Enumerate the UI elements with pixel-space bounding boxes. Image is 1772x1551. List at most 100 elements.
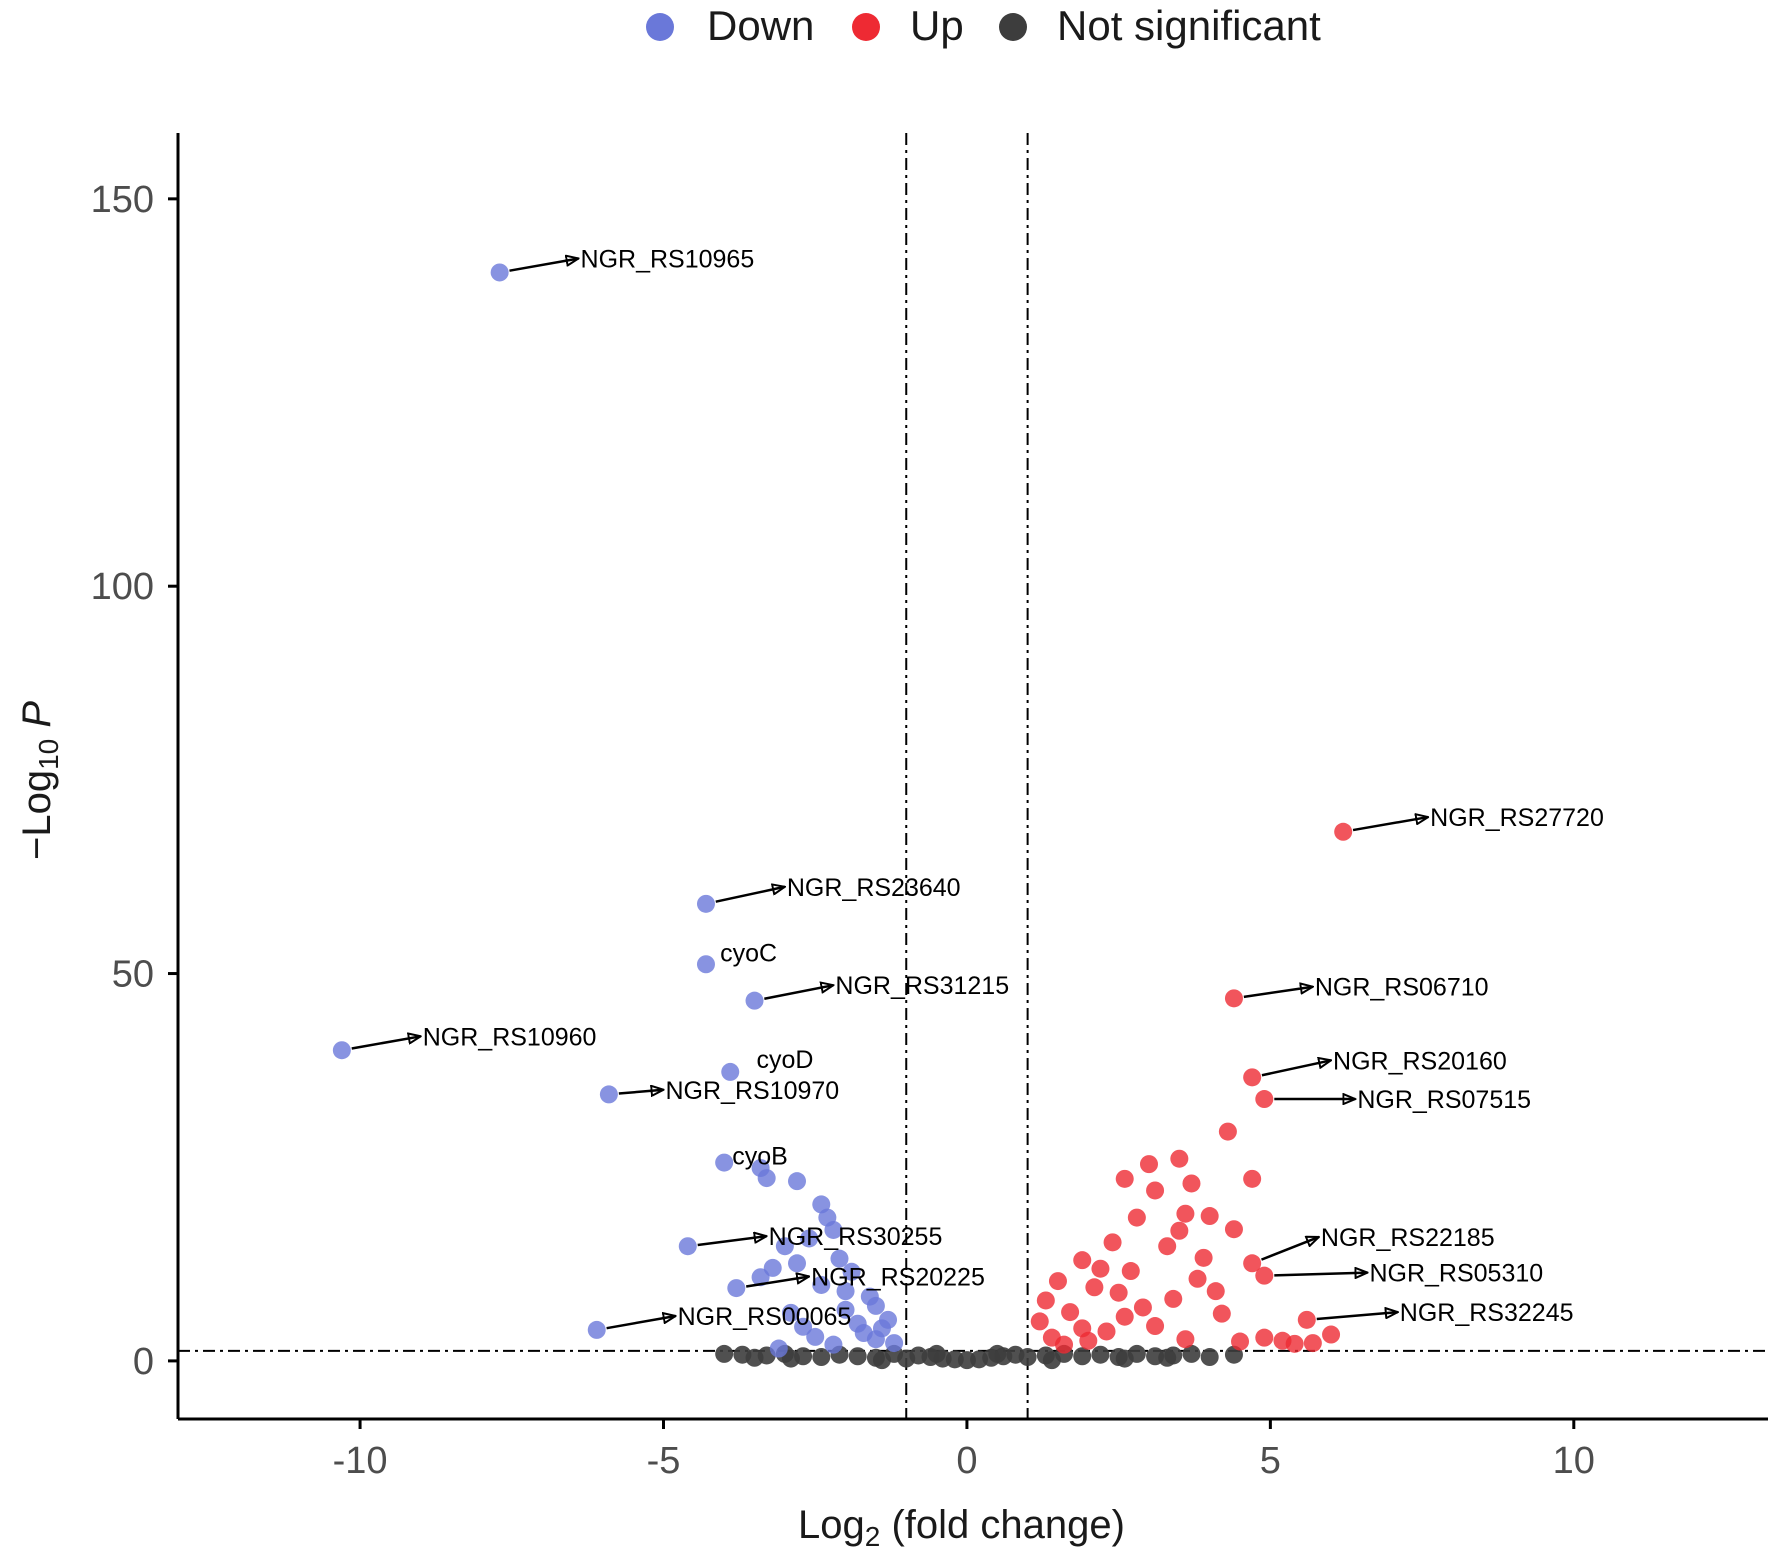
point-up [1085,1278,1104,1297]
point-down [745,991,764,1010]
point-down [806,1327,825,1346]
point-down [490,263,509,282]
point-up [1243,1254,1262,1273]
annotation-arrow [1243,987,1313,999]
point-not-significant [781,1349,800,1368]
point-up [1055,1335,1074,1354]
y-tick-label: 100 [91,566,154,608]
threshold-lines [178,133,1768,1419]
point-down [830,1249,849,1268]
point-down [721,1062,740,1081]
point-up [1182,1174,1201,1193]
point-down [775,1237,794,1256]
annotation-arrow [1261,1060,1331,1077]
point-up [1170,1221,1189,1240]
point-up [1139,1155,1158,1174]
gene-label: NGR_RS20160 [1333,1047,1507,1075]
point-up [1303,1334,1322,1353]
point-down [751,1268,770,1287]
data-points [332,263,1353,1370]
point-up [1334,822,1353,841]
point-up [1073,1251,1092,1270]
legend-label-down: Down [707,2,814,49]
x-tick-label: 0 [956,1440,977,1482]
y-axis-title: −Log10 P [15,701,64,860]
point-up [1212,1304,1231,1323]
point-up [1176,1204,1195,1223]
x-tick-label: -10 [333,1440,388,1482]
point-not-significant [745,1348,764,1367]
gene-label: NGR_RS10960 [423,1023,597,1051]
gene-label: NGR_RS20225 [811,1263,985,1291]
gene-label: NGR_RS00065 [678,1303,852,1331]
point-down [788,1172,807,1191]
x-tick-label: 5 [1260,1440,1281,1482]
legend: Down Up Not significant [646,2,1321,49]
point-not-significant [1018,1348,1037,1367]
annotation-arrow [509,259,578,272]
point-not-significant [1158,1348,1177,1367]
point-down [757,1169,776,1188]
point-down [763,1258,782,1277]
legend-swatch-not-significant [999,13,1027,41]
point-not-significant [715,1344,734,1363]
point-up [1158,1237,1177,1256]
annotation-arrow [1352,817,1428,832]
point-not-significant [1073,1347,1092,1366]
point-down [842,1262,861,1281]
gene-label: NGR_RS05310 [1369,1260,1543,1288]
gene-label: NGR_RS07515 [1357,1086,1531,1114]
gene-label: cyoD [757,1046,814,1074]
legend-label-not-significant: Not significant [1057,2,1321,49]
point-up [1243,1068,1262,1087]
point-down [866,1296,885,1315]
point-up [1146,1181,1165,1200]
point-down [800,1229,819,1248]
point-up [1146,1317,1165,1336]
annotation-arrow [351,1036,421,1050]
point-up [1231,1332,1250,1351]
point-not-significant [812,1348,831,1367]
gene-label: NGR_RS23640 [787,874,961,902]
point-down [599,1085,618,1104]
point-down [781,1303,800,1322]
y-tick-label: 150 [91,179,154,221]
point-up [1188,1269,1207,1288]
point-up [1176,1330,1195,1349]
point-up [1115,1307,1134,1326]
point-up [1121,1262,1140,1281]
point-not-significant [1115,1349,1134,1368]
annotation-arrow [764,985,833,1000]
point-down [696,894,715,913]
annotation-arrow [1274,1273,1367,1276]
gene-label: NGR_RS31215 [835,972,1009,1000]
y-tick-label: 0 [133,1341,154,1383]
point-up [1297,1310,1316,1329]
point-down [727,1279,746,1298]
x-axis-title: Log2 (fold change) [798,1503,1125,1551]
gene-label: NGR_RS10965 [581,246,755,274]
gene-label: cyoC [720,940,777,968]
annotation-arrow [1261,1237,1318,1261]
point-up [1048,1272,1067,1291]
point-up [1061,1303,1080,1322]
point-down [332,1041,351,1060]
x-tick-label: 10 [1553,1440,1595,1482]
point-not-significant [988,1344,1007,1363]
annotation-arrow [745,1276,809,1288]
legend-swatch-up [852,13,880,41]
point-not-significant [927,1344,946,1363]
gene-label: NGR_RS30255 [769,1223,943,1251]
point-down [812,1275,831,1294]
point-up [1206,1282,1225,1301]
gene-label: cyoB [732,1143,788,1171]
point-up [1322,1325,1341,1344]
point-down [715,1153,734,1172]
point-not-significant [872,1351,891,1370]
point-down [794,1317,813,1336]
point-down [587,1320,606,1339]
gene-label: NGR_RS06710 [1315,974,1489,1002]
point-up [1030,1312,1049,1331]
